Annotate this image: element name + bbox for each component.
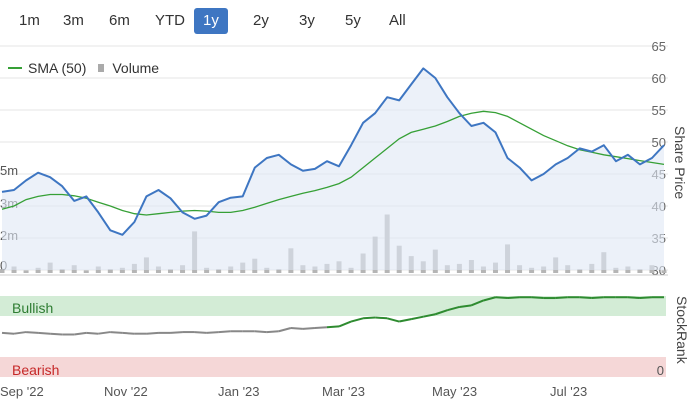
x-axis-label: Nov '22 (104, 384, 148, 399)
price-area (2, 68, 664, 271)
stockrank-segment (302, 327, 316, 330)
volume-bar (83, 270, 89, 273)
price-tick-label: 60 (652, 71, 666, 86)
stockrank-segment (555, 296, 568, 300)
bearish-band (0, 357, 666, 377)
stockrank-segment (26, 331, 39, 334)
stockrank-segment (531, 296, 544, 300)
sma-legend-label[interactable]: SMA (50) (28, 60, 87, 76)
stockrank-segment (459, 304, 472, 308)
volume-bar (637, 269, 643, 273)
stockrank-segment (278, 327, 292, 333)
range-button-all[interactable]: All (389, 12, 406, 29)
stockrank-segment (350, 317, 364, 323)
stockrank-segment (639, 296, 653, 300)
bullish-label: Bullish (12, 300, 53, 316)
stockrank-segment (266, 330, 279, 334)
stockrank-segment (579, 296, 592, 300)
sma-line (1, 110, 665, 216)
volume-bar (23, 270, 29, 273)
range-button-5y[interactable]: 5y (345, 12, 361, 29)
volume-bar (577, 269, 583, 273)
stockrank-segment (434, 309, 448, 316)
stockrank-segment (363, 316, 376, 320)
bullish-band (0, 296, 666, 316)
volume-bar (0, 269, 5, 273)
stockrank-segment (627, 296, 640, 300)
volume-legend-swatch (98, 64, 105, 72)
price-line (1, 67, 665, 236)
stockrank-segment (98, 331, 111, 335)
volume-bar (529, 267, 535, 273)
volume-bar (168, 269, 174, 273)
x-axis-label: May '23 (432, 384, 477, 399)
stockrank-segment (326, 325, 340, 329)
price-tick-label: 55 (652, 103, 666, 118)
stockrank-segment (122, 331, 135, 335)
stockrank-segment (471, 299, 484, 307)
stockrank-segment (86, 331, 99, 335)
volume-tick-label: 5m (0, 163, 18, 178)
stockrank-segment (447, 305, 460, 312)
sma-legend-swatch (8, 67, 22, 69)
stockrank-segment (507, 296, 520, 300)
range-button-2y[interactable]: 2y (253, 12, 269, 29)
range-button-ytd[interactable]: YTD (155, 12, 185, 29)
stockrank-segment (170, 331, 183, 334)
stockrank-segment (254, 330, 267, 334)
volume-bar (107, 269, 113, 273)
x-axis-label: Mar '23 (322, 384, 365, 399)
stockrank-segment (50, 332, 63, 336)
stockrank-segment (495, 296, 508, 300)
x-axis-label: Jul '23 (550, 384, 587, 399)
volume-bar (216, 269, 222, 273)
stockrank-segment (386, 317, 400, 323)
price-axis-title: Share Price (672, 126, 688, 200)
stockrank-axis-title: StockRank (674, 296, 690, 364)
stockrank-tick-label: 0 (657, 363, 664, 378)
volume-bar (119, 267, 125, 273)
volume-bar (348, 267, 354, 273)
stockrank-segment (423, 313, 436, 318)
chart-legend: SMA (50) Volume (8, 58, 159, 78)
stockrank-segment (74, 331, 87, 336)
stockrank-segment (314, 326, 328, 330)
stockrank-segment (290, 327, 303, 330)
range-button-1m[interactable]: 1m (19, 12, 40, 29)
volume-bar (613, 267, 619, 273)
volume-bar (276, 269, 282, 273)
stockrank-segment (206, 331, 219, 334)
volume-bar (264, 267, 270, 273)
stockrank-segment (399, 318, 412, 323)
bearish-label: Bearish (12, 362, 59, 378)
stockrank-segment (375, 316, 388, 320)
range-button-1y[interactable]: 1y (194, 8, 228, 34)
x-axis-label: Sep '22 (0, 384, 44, 399)
stockrank-segment (1, 331, 15, 335)
volume-bar (661, 270, 667, 273)
stockrank-segment (591, 296, 604, 300)
volume-bar (35, 267, 41, 273)
stockrank-segment (411, 315, 424, 321)
stockrank-segment (218, 330, 231, 334)
volume-bar (204, 267, 210, 273)
stockrank-segment (194, 331, 207, 334)
volume-bar (59, 269, 65, 273)
stockrank-segment (146, 331, 159, 335)
range-button-3y[interactable]: 3y (299, 12, 315, 29)
price-tick-label: 65 (652, 39, 666, 54)
range-button-3m[interactable]: 3m (63, 12, 84, 29)
x-axis-label: Jan '23 (218, 384, 260, 399)
stockrank-segment (483, 296, 496, 302)
stockrank-segment (13, 331, 27, 335)
stockrank-segment (338, 320, 352, 328)
stockrank-segment (110, 331, 123, 334)
volume-legend-label[interactable]: Volume (112, 60, 160, 76)
range-button-6m[interactable]: 6m (109, 12, 130, 29)
stockrank-segment (38, 331, 51, 335)
